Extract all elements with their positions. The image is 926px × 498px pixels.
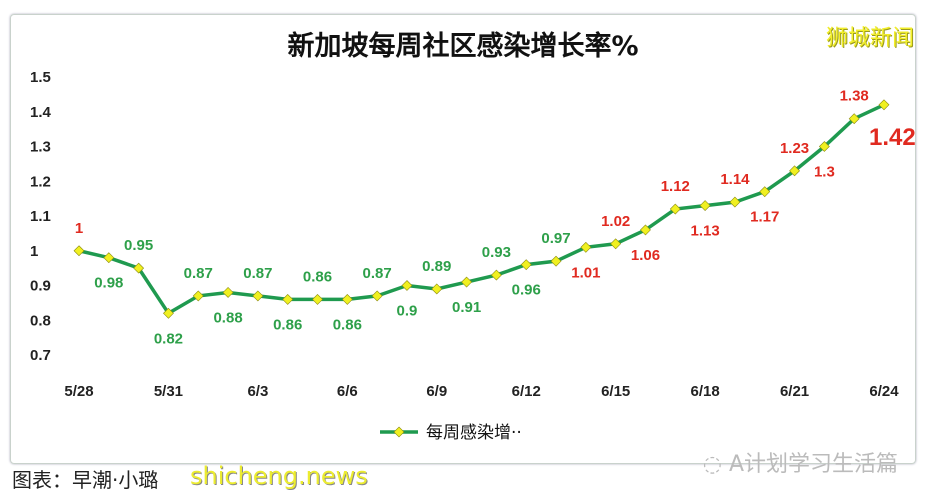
x-tick-label: 6/3: [247, 383, 268, 400]
data-label: 1.13: [691, 223, 720, 240]
data-label: 1.3: [814, 164, 835, 181]
data-point: [759, 186, 771, 198]
watermark-text: A计划学习生活篇: [728, 452, 898, 477]
y-tick-label: 1.4: [30, 104, 52, 121]
data-label: 0.87: [363, 265, 392, 282]
brand-logo: 狮城新闻: [825, 26, 914, 51]
data-point: [461, 276, 473, 288]
data-point: [729, 196, 741, 208]
data-label: 0.93: [482, 244, 511, 261]
data-label: 0.87: [243, 265, 272, 282]
data-point: [640, 224, 651, 236]
data-label: 0.86: [333, 316, 362, 333]
x-tick-label: 5/31: [154, 383, 183, 400]
data-label: 0.95: [124, 237, 153, 254]
x-tick-label: 6/9: [426, 383, 447, 400]
series-line: [78, 103, 885, 316]
data-label: 0.87: [184, 265, 213, 282]
data-label: 1.38: [840, 88, 869, 105]
data-label: 0.98: [94, 275, 123, 292]
credit-text: 图表：早潮·小璐: [12, 468, 159, 492]
x-tick-label: 5/28: [64, 383, 93, 400]
data-point: [789, 165, 800, 177]
legend-marker: [393, 426, 405, 438]
data-point: [252, 290, 264, 302]
y-tick-label: 1: [30, 243, 38, 260]
chart-title: 新加坡每周社区感染增长率%: [287, 31, 639, 62]
y-tick-label: 1.2: [30, 173, 51, 190]
data-point: [580, 241, 592, 253]
data-point: [818, 141, 830, 152]
wechat-watermark: ◌ A计划学习生活篇: [702, 452, 898, 477]
data-point: [669, 203, 681, 215]
data-label: 1.01: [571, 264, 600, 281]
data-point: [878, 99, 890, 111]
data-label: 0.96: [512, 282, 541, 299]
data-point: [341, 293, 353, 305]
y-tick-label: 1.3: [30, 139, 51, 156]
y-tick-label: 0.9: [30, 278, 51, 295]
data-label: 1.06: [631, 247, 660, 264]
y-tick-label: 1.5: [30, 69, 51, 86]
data-label: 0.88: [213, 309, 242, 326]
chart-frame: [10, 14, 916, 464]
data-label: 1.02: [601, 213, 630, 230]
data-label: 0.89: [422, 258, 451, 275]
data-label: 0.86: [303, 268, 332, 285]
data-point: [610, 238, 622, 250]
data-point: [490, 269, 502, 281]
data-point: [550, 255, 562, 267]
data-point: [520, 259, 532, 271]
data-label: 0.82: [154, 330, 183, 347]
data-label: 0.86: [273, 316, 302, 333]
x-tick-label: 6/15: [601, 383, 630, 400]
data-label: 1.23: [780, 140, 809, 157]
data-label: 0.97: [541, 230, 570, 247]
y-tick-label: 0.8: [30, 312, 51, 329]
data-label: 1.17: [750, 209, 779, 226]
data-point: [133, 262, 145, 274]
data-point: [222, 287, 234, 298]
data-point: [312, 293, 323, 305]
y-tick-label: 0.7: [30, 347, 51, 364]
data-label: 0.9: [397, 303, 418, 320]
data-point: [848, 113, 860, 125]
data-label: 0.91: [452, 299, 481, 316]
legend-label: 每周感染增··: [426, 423, 522, 443]
data-label: 1.14: [720, 171, 750, 188]
data-label: 1: [75, 220, 83, 237]
x-tick-label: 6/24: [869, 383, 899, 400]
data-label: 1.42: [869, 124, 916, 151]
y-tick-label: 1.1: [30, 208, 51, 225]
data-point: [163, 307, 174, 319]
x-tick-label: 6/6: [337, 383, 358, 400]
data-point: [431, 283, 443, 295]
x-tick-label: 6/12: [512, 383, 541, 400]
data-point: [371, 290, 383, 302]
x-tick-label: 6/21: [780, 383, 809, 400]
data-point: [192, 290, 204, 302]
data-point: [699, 200, 711, 211]
data-point: [282, 293, 294, 305]
x-tick-label: 6/18: [691, 383, 720, 400]
data-point: [103, 252, 115, 264]
data-point: [73, 245, 85, 257]
data-point: [401, 280, 413, 291]
site-watermark: shicheng.news: [190, 462, 368, 490]
data-label: 1.12: [661, 178, 690, 195]
